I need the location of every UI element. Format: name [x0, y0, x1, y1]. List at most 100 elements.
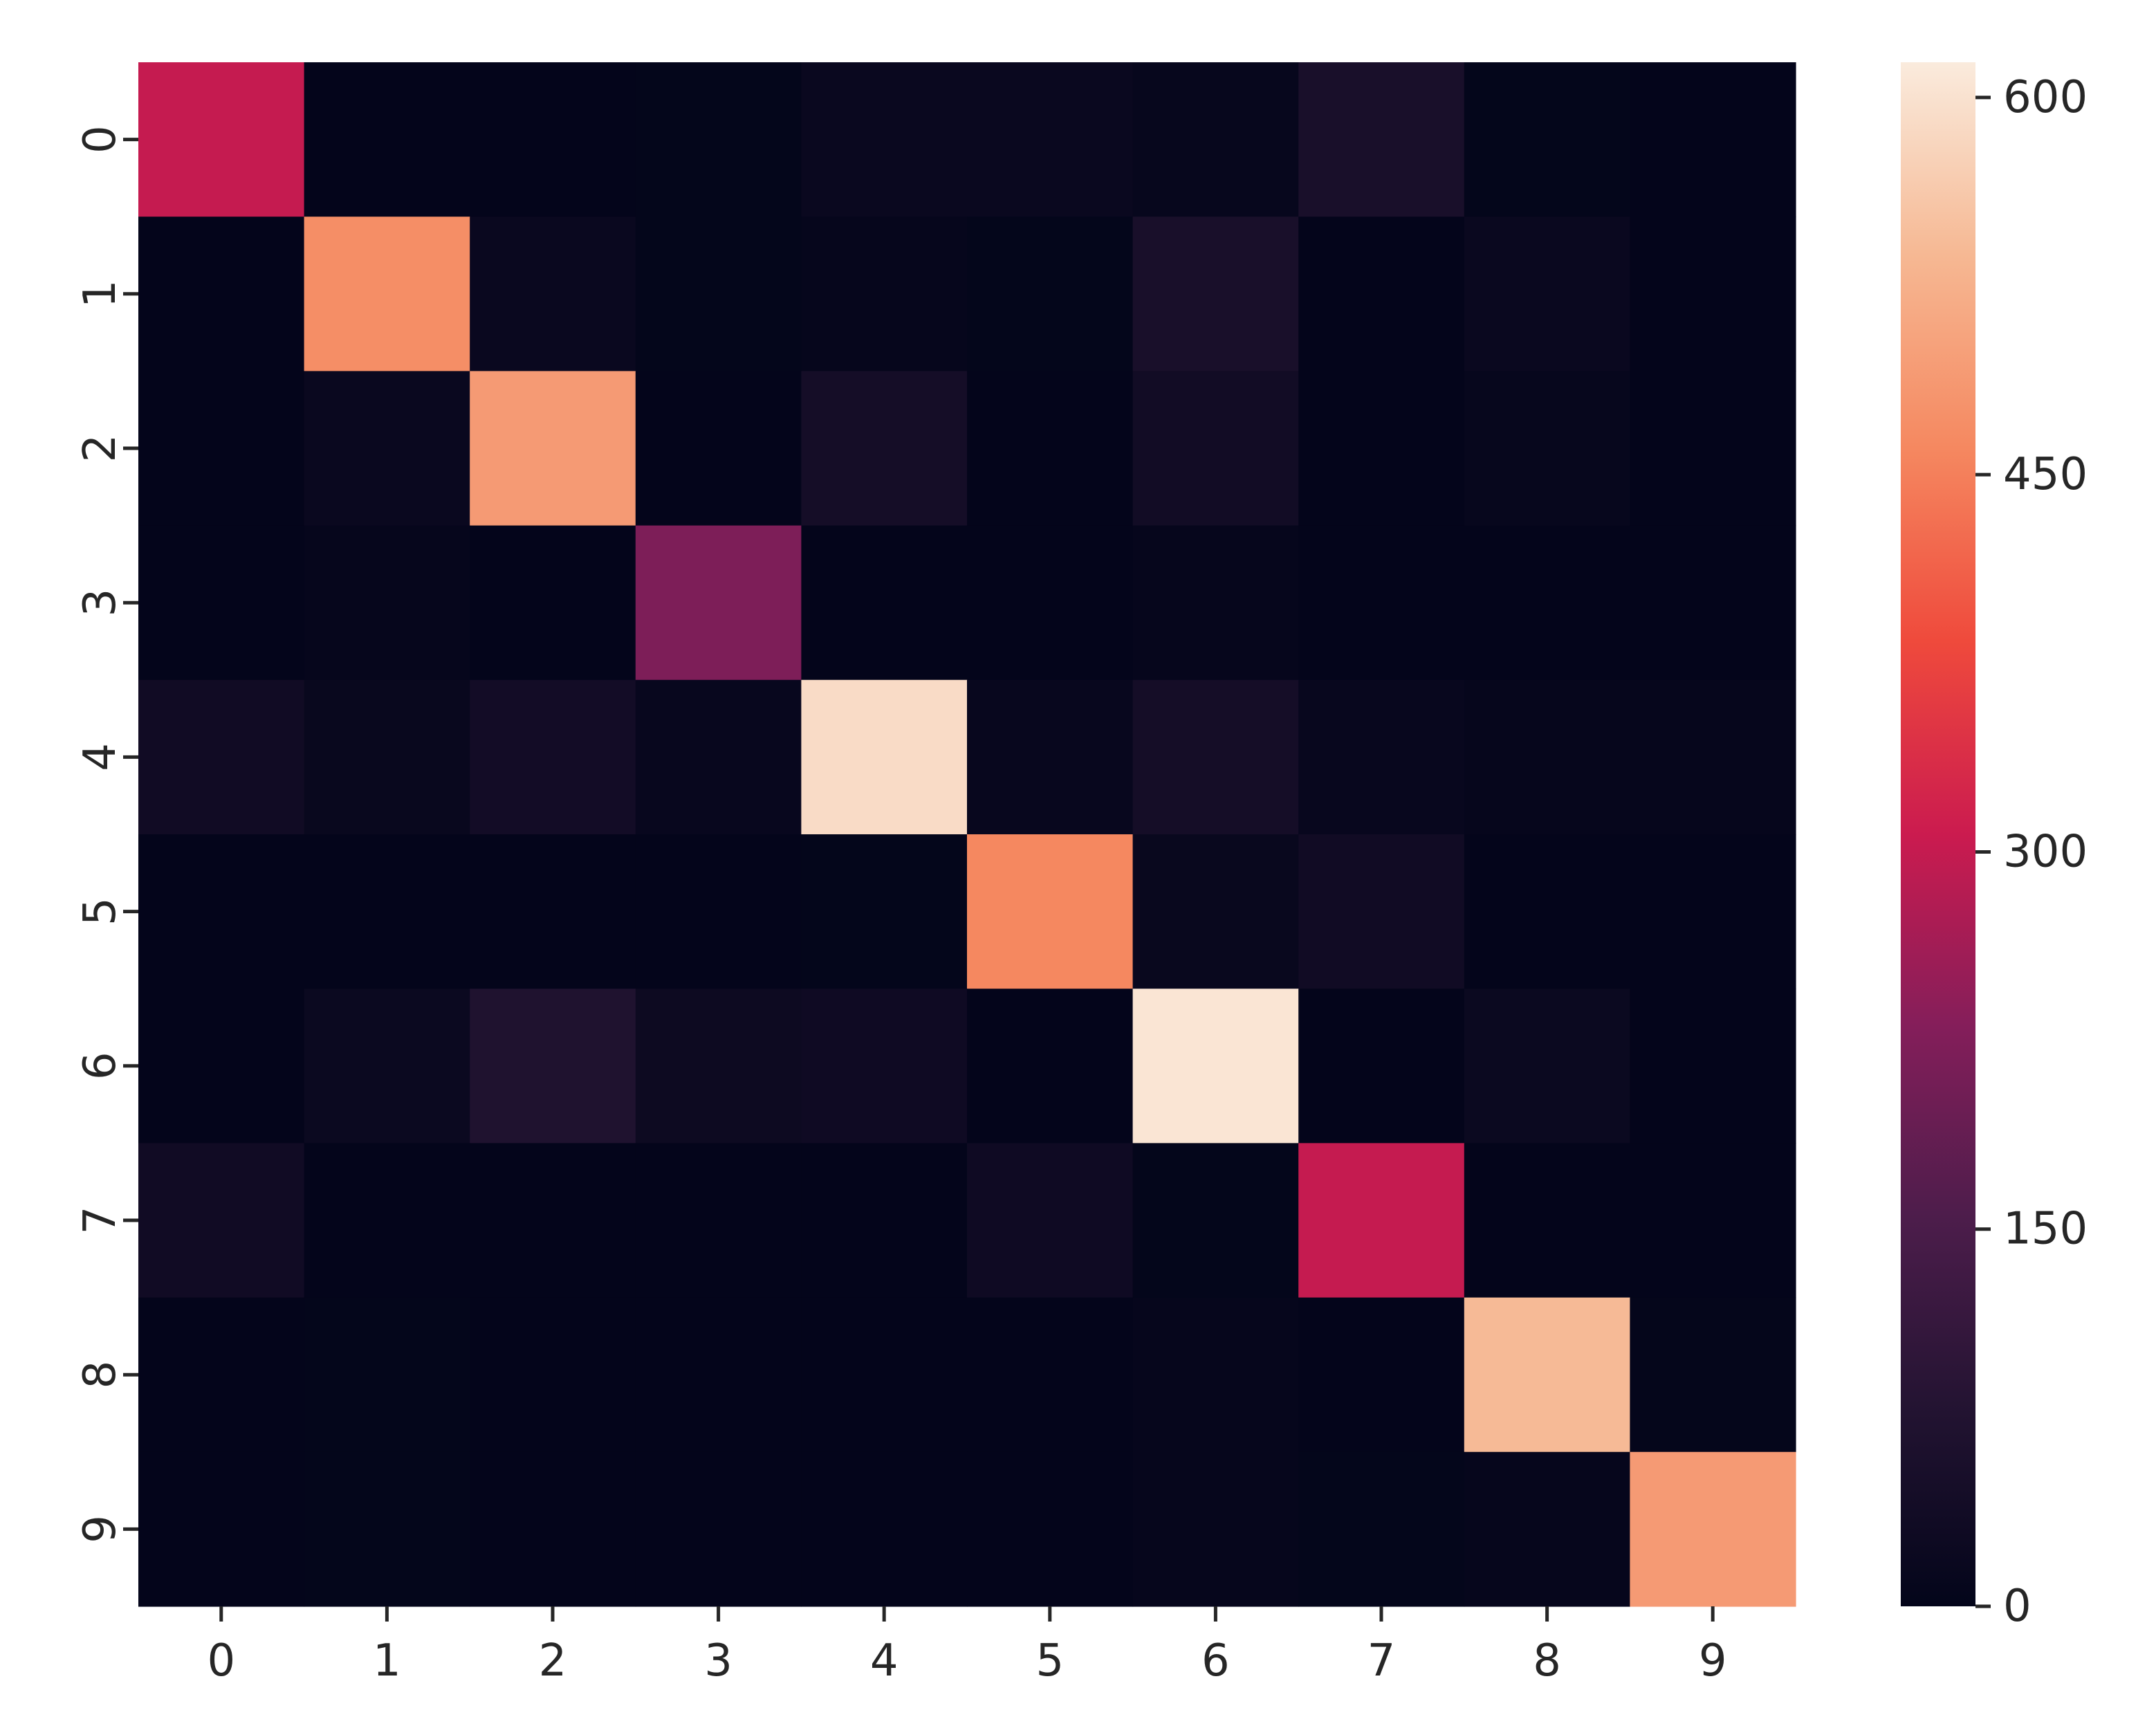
heatmap-cell-4-4	[801, 679, 968, 835]
heatmap-cell-1-4	[801, 217, 968, 371]
heatmap-cell-5-9	[1630, 834, 1796, 989]
heatmap-cell-6-9	[1630, 989, 1796, 1144]
y-axis: 0 1 2 3 4 5 6 7 8 9	[75, 125, 138, 1543]
heatmap-cell-3-5	[967, 525, 1134, 681]
heatmap-cell-6-4	[801, 989, 968, 1144]
heatmap-cell-6-3	[635, 989, 802, 1144]
heatmap-cell-1-7	[1298, 217, 1465, 371]
heatmap-cell-6-1	[304, 989, 470, 1144]
x-tick-label-6: 6	[1201, 1635, 1230, 1687]
heatmap-cell-4-9	[1630, 679, 1796, 835]
heatmap-cell-0-2	[470, 62, 636, 217]
y-tick-label-7: 7	[75, 1206, 126, 1235]
heatmap-cell-0-9	[1630, 62, 1796, 217]
colorbar-tick-label-0: 0	[2003, 1581, 2031, 1632]
heatmap-cell-6-5	[967, 989, 1134, 1144]
heatmap-cell-2-4	[801, 371, 968, 526]
heatmap-cell-7-4	[801, 1143, 968, 1298]
x-tick-label-3: 3	[704, 1635, 733, 1687]
heatmap-cell-8-0	[138, 1297, 305, 1453]
heatmap-cell-1-5	[967, 217, 1134, 371]
heatmap-cell-9-0	[138, 1451, 305, 1607]
y-tick-label-9: 9	[75, 1515, 126, 1543]
x-tick-label-7: 7	[1367, 1635, 1396, 1687]
x-tick-label-0: 0	[207, 1635, 235, 1687]
heatmap-cell-0-5	[967, 62, 1134, 217]
heatmap-cell-7-0	[138, 1143, 305, 1298]
heatmap-cell-4-3	[635, 679, 802, 835]
heatmap-cell-7-6	[1132, 1143, 1299, 1298]
heatmap-cell-9-2	[470, 1451, 636, 1607]
heatmap-cell-9-4	[801, 1451, 968, 1607]
heatmap-cell-1-1	[304, 217, 470, 371]
x-axis: 0 1 2 3 4 5 6 7 8 9	[207, 1606, 1727, 1687]
heatmap-cell-2-8	[1464, 371, 1630, 526]
heatmap-cell-0-6	[1132, 62, 1299, 217]
heatmap-cell-5-0	[138, 834, 305, 989]
x-tick-label-5: 5	[1035, 1635, 1064, 1687]
y-tick-label-2: 2	[75, 434, 126, 463]
heatmap-cell-5-7	[1298, 834, 1465, 989]
heatmap-cell-5-1	[304, 834, 470, 989]
heatmap-cells	[138, 62, 1796, 1607]
heatmap-cell-7-2	[470, 1143, 636, 1298]
heatmap-cell-6-8	[1464, 989, 1630, 1144]
heatmap-cell-0-4	[801, 62, 968, 217]
heatmap-cell-7-3	[635, 1143, 802, 1298]
colorbar-tick-label-600: 600	[2003, 72, 2088, 123]
heatmap-cell-4-7	[1298, 679, 1465, 835]
heatmap-cell-9-1	[304, 1451, 470, 1607]
heatmap-cell-8-6	[1132, 1297, 1299, 1453]
heatmap-cell-4-8	[1464, 679, 1630, 835]
heatmap-cell-7-8	[1464, 1143, 1630, 1298]
heatmap-cell-6-0	[138, 989, 305, 1144]
heatmap-cell-9-5	[967, 1451, 1134, 1607]
heatmap-cell-3-3	[635, 525, 802, 681]
heatmap-cell-9-9	[1630, 1451, 1796, 1607]
heatmap-cell-7-9	[1630, 1143, 1796, 1298]
y-tick-label-8: 8	[75, 1361, 126, 1389]
heatmap-cell-6-6	[1132, 989, 1299, 1144]
heatmap-cell-4-5	[967, 679, 1134, 835]
heatmap-cell-0-8	[1464, 62, 1630, 217]
heatmap-cell-1-9	[1630, 217, 1796, 371]
heatmap-cell-6-7	[1298, 989, 1465, 1144]
colorbar: 0 150 300 450 600	[1901, 62, 2088, 1632]
heatmap-cell-8-3	[635, 1297, 802, 1453]
x-tick-label-1: 1	[373, 1635, 401, 1687]
heatmap-cell-9-8	[1464, 1451, 1630, 1607]
heatmap-cell-2-9	[1630, 371, 1796, 526]
colorbar-tick-label-300: 300	[2003, 826, 2088, 877]
heatmap-cell-0-0	[138, 62, 305, 217]
heatmap-cell-3-2	[470, 525, 636, 681]
heatmap-cell-1-8	[1464, 217, 1630, 371]
heatmap-cell-2-5	[967, 371, 1134, 526]
y-tick-label-6: 6	[75, 1052, 126, 1080]
heatmap-cell-7-7	[1298, 1143, 1465, 1298]
y-tick-label-0: 0	[75, 125, 126, 154]
heatmap-cell-3-8	[1464, 525, 1630, 681]
heatmap-cell-9-3	[635, 1451, 802, 1607]
y-tick-label-5: 5	[75, 897, 126, 926]
heatmap-cell-3-6	[1132, 525, 1299, 681]
heatmap-cell-8-2	[470, 1297, 636, 1453]
heatmap-cell-1-2	[470, 217, 636, 371]
heatmap-cell-2-6	[1132, 371, 1299, 526]
heatmap-cell-3-1	[304, 525, 470, 681]
heatmap-cell-8-5	[967, 1297, 1134, 1453]
colorbar-tick-label-450: 450	[2003, 449, 2088, 500]
x-tick-label-2: 2	[539, 1635, 567, 1687]
x-tick-label-4: 4	[870, 1635, 899, 1687]
heatmap-cell-4-6	[1132, 679, 1299, 835]
heatmap-cell-3-9	[1630, 525, 1796, 681]
heatmap-cell-2-1	[304, 371, 470, 526]
heatmap-cell-3-4	[801, 525, 968, 681]
heatmap-cell-5-2	[470, 834, 636, 989]
heatmap-cell-5-3	[635, 834, 802, 989]
y-tick-label-4: 4	[75, 743, 126, 771]
heatmap-cell-8-9	[1630, 1297, 1796, 1453]
heatmap-cell-9-6	[1132, 1451, 1299, 1607]
x-tick-label-8: 8	[1533, 1635, 1561, 1687]
heatmap-cell-1-0	[138, 217, 305, 371]
